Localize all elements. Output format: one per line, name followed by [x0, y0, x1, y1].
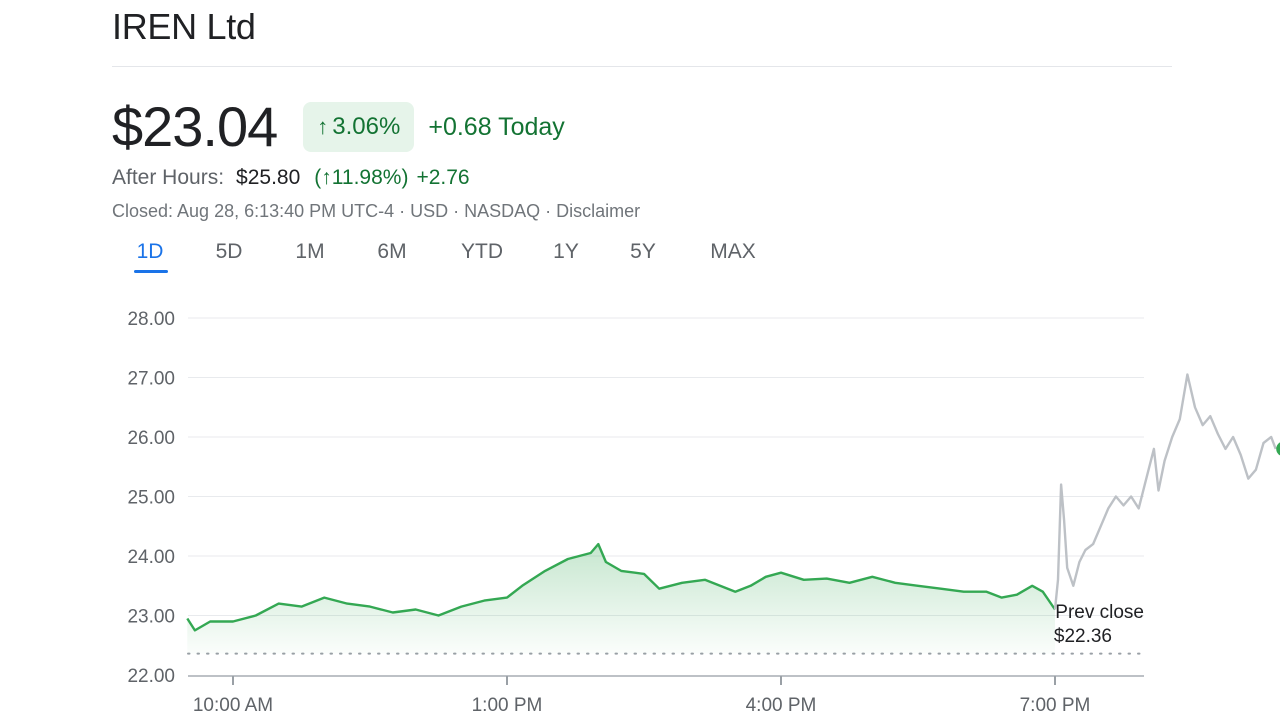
tab-1d[interactable]: 1D: [136, 240, 164, 263]
tab-5y[interactable]: 5Y: [630, 240, 656, 263]
x-tick-label: 4:00 PM: [746, 695, 817, 716]
after-hours-label: After Hours:: [112, 166, 225, 189]
last-point-marker: [1276, 442, 1280, 456]
tab-6m[interactable]: 6M: [377, 240, 407, 263]
prev-close-label: Prev close $22.36: [1054, 602, 1144, 647]
y-tick-label: 24.00: [127, 547, 175, 568]
y-tick-label: 25.00: [127, 488, 175, 509]
tab-1y[interactable]: 1Y: [553, 240, 579, 263]
after-hours-change: +2.76: [416, 166, 470, 189]
tab-max[interactable]: MAX: [710, 240, 756, 263]
stock-name: IREN Ltd: [112, 6, 256, 47]
after-hours-percent: (↑11.98%): [314, 166, 409, 189]
after-hours-price: $25.80: [236, 166, 301, 189]
y-tick-label: 28.00: [127, 309, 175, 330]
y-tick-label: 27.00: [127, 369, 175, 390]
percent-change-value: 3.06%: [332, 113, 401, 140]
after-hours-row: After Hours: $25.80 (↑11.98%) +2.76: [112, 166, 470, 190]
tab-1m[interactable]: 1M: [295, 240, 325, 263]
regular-session-line: [186, 542, 1056, 632]
x-axis-ticks: 10:00 AM 1:00 PM 4:00 PM 7:00 PM: [193, 676, 1091, 716]
y-tick-label: 23.00: [127, 607, 175, 628]
prev-close-label-title: Prev close: [1055, 602, 1144, 623]
y-tick-label: 22.00: [127, 666, 175, 687]
header-divider: [112, 66, 1172, 67]
last-price-dot: [1276, 442, 1280, 456]
regular-session-area: [187, 544, 1056, 654]
tab-active-underline: [134, 270, 168, 273]
chart-gridlines: [188, 317, 1144, 616]
x-tick-label: 7:00 PM: [1020, 695, 1091, 716]
change-today: +0.68 Today: [428, 112, 565, 141]
market-status-meta[interactable]: Closed: Aug 28, 6:13:40 PM UTC-4 · USD ·…: [112, 201, 641, 221]
price-row: $23.04 ↑ 3.06% +0.68 Today: [112, 96, 565, 158]
after-hours-line: [1053, 373, 1277, 610]
percent-change-badge: ↑ 3.06%: [303, 102, 415, 152]
y-axis-ticks: 28.00 27.00 26.00 25.00 24.00 23.00 22.00: [127, 309, 175, 687]
current-price: $23.04: [112, 95, 278, 158]
chart-area: [187, 544, 1056, 654]
x-tick-label: 10:00 AM: [193, 695, 273, 716]
y-tick-label: 26.00: [127, 428, 175, 449]
tab-5d[interactable]: 5D: [215, 240, 243, 263]
chart-lines: [186, 373, 1277, 632]
x-tick-label: 1:00 PM: [472, 695, 543, 716]
arrow-up-icon: ↑: [317, 114, 329, 139]
prev-close-label-value: $22.36: [1054, 626, 1112, 647]
tab-ytd[interactable]: YTD: [461, 240, 503, 263]
